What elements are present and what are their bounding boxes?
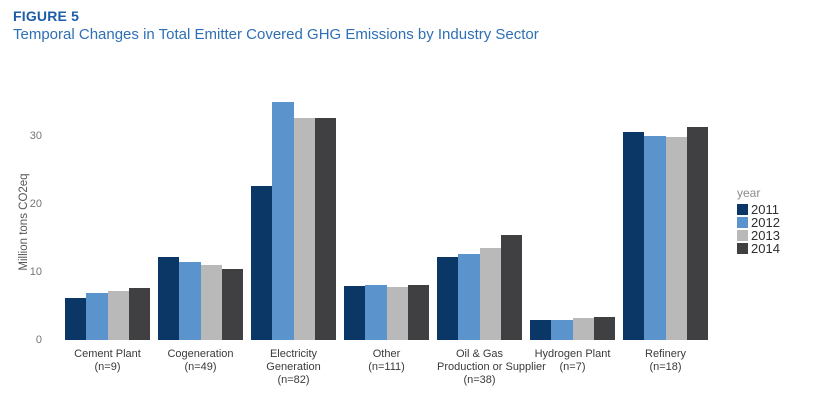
bar-2014-refinery: [686, 127, 708, 340]
bar-2012-cogeneration: [179, 261, 201, 340]
bar-2012-oil-gas-production-or-supplier: [458, 253, 480, 340]
x-axis-label-line: (n=18): [649, 361, 682, 373]
bar-2013-hydrogen-plant: [572, 317, 594, 340]
bar-2011-other: [344, 285, 366, 340]
legend-label: 2012: [751, 215, 780, 230]
legend-item-2011: 2011: [737, 202, 780, 217]
legend-swatch-icon: [737, 204, 748, 215]
bar-2014-cement-plant: [128, 287, 150, 340]
x-axis-label-oil-gas-production-or-supplier: Oil & Gas Production or Supplier (n=38): [437, 348, 546, 387]
bar-group-cogeneration: [158, 95, 243, 340]
legend-items: 2011 2012 2013 2014: [737, 202, 780, 256]
bar-2014-oil-gas-production-or-supplier: [500, 235, 522, 340]
bar-2012-cement-plant: [86, 293, 108, 340]
x-axis-label-line: Oil & Gas: [455, 348, 504, 360]
y-axis-title: Million tons CO2eq: [18, 173, 30, 271]
bar-2012-electricity-generation: [272, 102, 294, 340]
bar-2013-other: [386, 286, 408, 340]
plot-area: [65, 95, 720, 340]
x-axis-label-line: Other: [372, 348, 401, 360]
bar-group-hydrogen-plant: [530, 95, 615, 340]
bar-group-cement-plant: [65, 95, 150, 340]
x-axis-label-electricity-generation: Electricity Generation (n=82): [251, 348, 336, 387]
legend-item-2014: 2014: [737, 241, 780, 256]
bar-2014-hydrogen-plant: [593, 316, 615, 340]
y-tick-label: 10: [29, 266, 42, 278]
bar-2011-electricity-generation: [251, 186, 273, 340]
legend: year 2011 2012 2013 2014: [737, 186, 780, 256]
bar-2011-hydrogen-plant: [530, 320, 552, 340]
bar-group-refinery: [623, 95, 708, 340]
x-axis-label-refinery: Refinery (n=18): [623, 348, 708, 374]
x-axis-label-cogeneration: Cogeneration (n=49): [158, 348, 243, 374]
bar-2013-oil-gas-production-or-supplier: [479, 248, 501, 340]
x-axis-label-line: (n=111): [368, 361, 405, 373]
x-axis-label-cement-plant: Cement Plant (n=9): [65, 348, 150, 374]
bar-2014-electricity-generation: [314, 117, 336, 340]
bar-2011-cement-plant: [65, 297, 87, 340]
bar-2012-other: [365, 284, 387, 340]
y-tick-label: 20: [29, 198, 42, 210]
x-axis-label-line: Electricity: [269, 348, 318, 360]
bar-2011-oil-gas-production-or-supplier: [437, 257, 459, 340]
figure-label: FIGURE 5: [13, 8, 80, 24]
bar-2014-other: [407, 284, 429, 340]
bar-group-electricity-generation: [251, 95, 336, 340]
x-axis-label-line: (n=7): [559, 361, 586, 373]
x-axis-label-line: Production or Supplier: [437, 361, 546, 373]
page-title: Temporal Changes in Total Emitter Covere…: [13, 26, 539, 43]
x-axis-label-line: Cement Plant: [74, 348, 141, 360]
legend-swatch-icon: [737, 243, 748, 254]
x-axis-label-other: Other (n=111): [344, 348, 429, 374]
legend-label: 2011: [751, 202, 779, 217]
bar-2011-refinery: [623, 131, 645, 340]
legend-label: 2014: [751, 241, 780, 256]
bar-2012-hydrogen-plant: [551, 319, 573, 340]
x-axis-label-line: (n=82): [277, 374, 310, 386]
bar-2013-refinery: [665, 137, 687, 340]
x-axis-label-line: (n=9): [94, 361, 121, 373]
legend-swatch-icon: [737, 230, 748, 241]
bar-2013-cement-plant: [107, 291, 129, 340]
bar-2014-cogeneration: [221, 268, 243, 340]
bar-2012-refinery: [644, 136, 666, 340]
legend-item-2012: 2012: [737, 215, 780, 230]
x-axis-label-line: Cogeneration: [167, 348, 234, 360]
x-axis-label-line: Hydrogen Plant: [534, 348, 611, 360]
x-axis-label-line: Generation: [266, 361, 321, 373]
bar-2013-electricity-generation: [293, 117, 315, 340]
bar-2011-cogeneration: [158, 257, 180, 340]
y-tick-label: 30: [29, 130, 42, 142]
legend-label: 2013: [751, 228, 780, 243]
bar-group-oil-gas-production-or-supplier: [437, 95, 522, 340]
legend-swatch-icon: [737, 217, 748, 228]
y-tick-label: 0: [35, 334, 42, 346]
x-axis-label-line: Refinery: [645, 348, 686, 360]
x-axis-label-line: (n=38): [463, 374, 496, 386]
x-axis-label-line: (n=49): [184, 361, 217, 373]
bar-group-other: [344, 95, 429, 340]
legend-title: year: [737, 186, 761, 200]
bar-2013-cogeneration: [200, 265, 222, 340]
legend-item-2013: 2013: [737, 228, 780, 243]
x-axis-label-hydrogen-plant: Hydrogen Plant (n=7): [530, 348, 615, 374]
